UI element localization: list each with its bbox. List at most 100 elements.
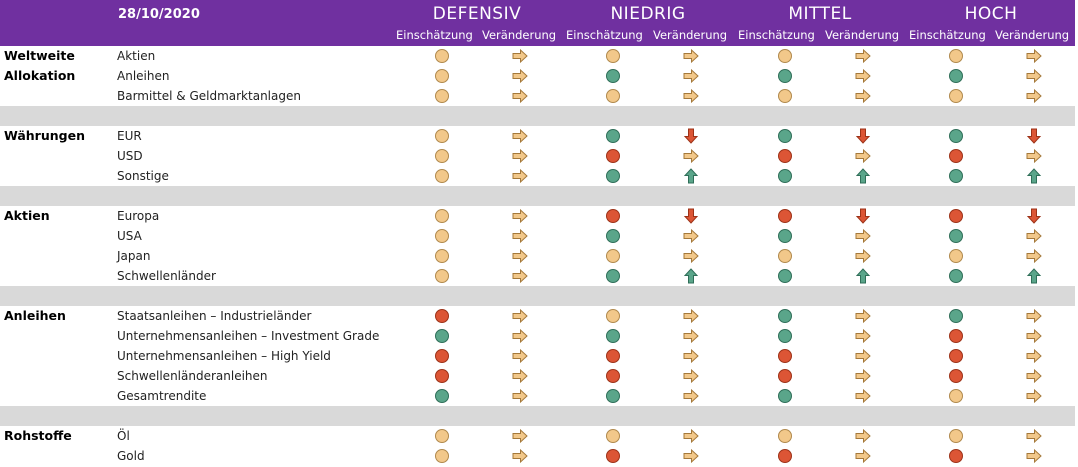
table-row: Staatsanleihen – Industrieländer <box>0 306 1075 326</box>
assessment-dot-neutral <box>778 49 792 63</box>
assessment-dot-positive <box>435 329 449 343</box>
category-label: Währungen <box>4 128 85 143</box>
assessment-dot-positive <box>949 269 963 283</box>
arrow-right-icon <box>855 348 871 364</box>
arrow-right-icon <box>855 428 871 444</box>
arrow-right-icon <box>512 208 528 224</box>
profile-header-defensiv: DEFENSIV <box>432 4 522 24</box>
arrow-down-icon <box>1026 128 1042 144</box>
row-label: Barmittel & Geldmarktanlagen <box>117 89 301 103</box>
row-label: Europa <box>117 209 160 223</box>
subheader-einschaetzung: Einschätzung <box>396 28 473 42</box>
assessment-dot-positive <box>435 389 449 403</box>
category-label: Aktien <box>4 208 50 223</box>
arrow-right-icon <box>512 68 528 84</box>
arrow-right-icon <box>1026 328 1042 344</box>
table-row: Anleihen <box>0 66 1075 86</box>
arrow-right-icon <box>683 348 699 364</box>
assessment-dot-neutral <box>606 89 620 103</box>
assessment-dot-neutral <box>606 429 620 443</box>
table-row: EUR <box>0 126 1075 146</box>
row-label: Staatsanleihen – Industrieländer <box>117 309 312 323</box>
table-row: Gold <box>0 446 1075 466</box>
arrow-right-icon <box>683 68 699 84</box>
assessment-dot-positive <box>606 169 620 183</box>
row-label: EUR <box>117 129 142 143</box>
arrow-right-icon <box>512 428 528 444</box>
table-row: Öl <box>0 426 1075 446</box>
assessment-dot-neutral <box>435 269 449 283</box>
assessment-dot-neutral <box>949 429 963 443</box>
row-label: Aktien <box>117 49 156 63</box>
arrow-right-icon <box>512 148 528 164</box>
assessment-dot-neutral <box>949 249 963 263</box>
arrow-right-icon <box>512 228 528 244</box>
arrow-down-icon <box>683 208 699 224</box>
table-row: Europa <box>0 206 1075 226</box>
arrow-right-icon <box>683 308 699 324</box>
arrow-right-icon <box>1026 448 1042 464</box>
assessment-dot-positive <box>606 389 620 403</box>
row-label: Gold <box>117 449 145 463</box>
assessment-dot-negative <box>778 149 792 163</box>
assessment-dot-neutral <box>435 129 449 143</box>
assessment-dot-negative <box>435 369 449 383</box>
arrow-right-icon <box>1026 388 1042 404</box>
arrow-right-icon <box>512 328 528 344</box>
arrow-up-icon <box>683 268 699 284</box>
assessment-dot-negative <box>606 449 620 463</box>
subheader-einschaetzung: Einschätzung <box>566 28 643 42</box>
arrow-right-icon <box>683 448 699 464</box>
category-label: Rohstoffe <box>4 428 72 443</box>
assessment-dot-positive <box>778 129 792 143</box>
arrow-right-icon <box>855 228 871 244</box>
arrow-right-icon <box>512 388 528 404</box>
assessment-dot-positive <box>606 229 620 243</box>
arrow-up-icon <box>683 168 699 184</box>
assessment-dot-neutral <box>949 389 963 403</box>
arrow-right-icon <box>512 248 528 264</box>
arrow-right-icon <box>1026 348 1042 364</box>
assessment-dot-neutral <box>435 149 449 163</box>
assessment-dot-neutral <box>435 449 449 463</box>
assessment-dot-positive <box>778 329 792 343</box>
assessment-dot-negative <box>606 369 620 383</box>
arrow-right-icon <box>855 448 871 464</box>
arrow-down-icon <box>683 128 699 144</box>
assessment-dot-positive <box>778 309 792 323</box>
arrow-right-icon <box>683 148 699 164</box>
row-label: USD <box>117 149 143 163</box>
assessment-dot-neutral <box>435 49 449 63</box>
assessment-dot-neutral <box>435 169 449 183</box>
assessment-dot-positive <box>606 329 620 343</box>
assessment-dot-neutral <box>778 89 792 103</box>
assessment-dot-negative <box>606 349 620 363</box>
assessment-dot-neutral <box>606 309 620 323</box>
arrow-right-icon <box>512 448 528 464</box>
assessment-dot-neutral <box>949 49 963 63</box>
assessment-dot-positive <box>949 309 963 323</box>
arrow-right-icon <box>855 48 871 64</box>
subheader-einschaetzung: Einschätzung <box>909 28 986 42</box>
assessment-dot-negative <box>435 349 449 363</box>
arrow-right-icon <box>512 308 528 324</box>
table-row: Schwellenländer <box>0 266 1075 286</box>
assessment-dot-neutral <box>949 89 963 103</box>
arrow-up-icon <box>1026 168 1042 184</box>
section-separator <box>0 186 1075 206</box>
profile-header-mittel: MITTEL <box>788 4 852 24</box>
arrow-right-icon <box>512 168 528 184</box>
subheader-veraenderung: Veränderung <box>995 28 1070 42</box>
arrow-right-icon <box>855 368 871 384</box>
table-row: USA <box>0 226 1075 246</box>
arrow-right-icon <box>855 328 871 344</box>
table-row: Aktien <box>0 46 1075 66</box>
report-date: 28/10/2020 <box>118 7 200 22</box>
arrow-right-icon <box>683 328 699 344</box>
table-row: Japan <box>0 246 1075 266</box>
assessment-dot-negative <box>778 349 792 363</box>
subheader-einschaetzung: Einschätzung <box>738 28 815 42</box>
assessment-dot-negative <box>606 149 620 163</box>
arrow-right-icon <box>683 228 699 244</box>
assessment-dot-neutral <box>435 69 449 83</box>
